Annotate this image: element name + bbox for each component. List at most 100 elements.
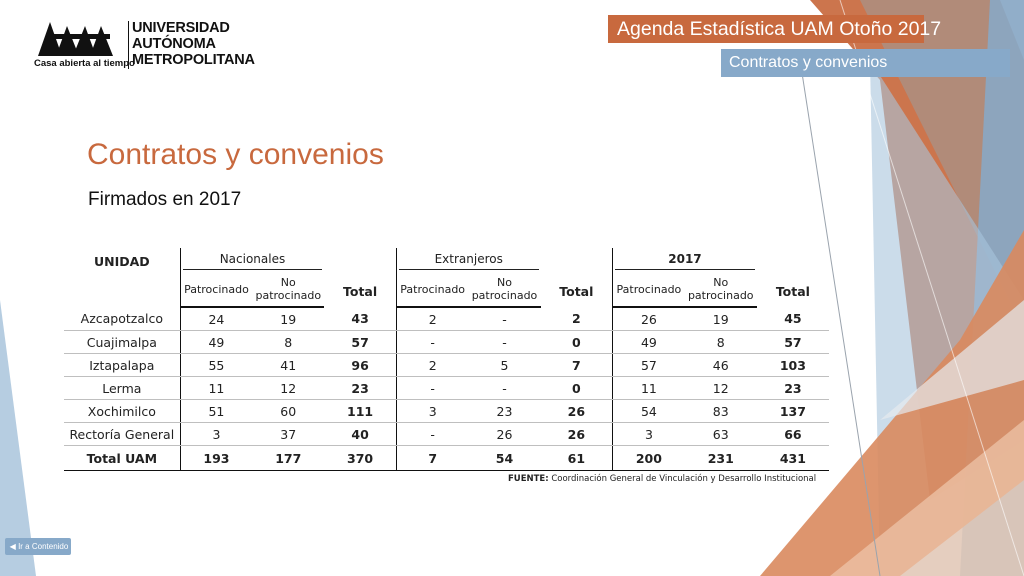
cell-ext-no-patrocinado: 23 (468, 399, 541, 423)
triangle-left-icon: ◀ (9, 542, 16, 551)
cell-ext-patrocinado: - (396, 330, 469, 354)
cell-nac-no-patrocinado: 19 (252, 307, 325, 331)
cell-unidad: Rectoría General (64, 422, 181, 446)
cell-ext-no-patrocinado: 5 (468, 353, 541, 377)
header-no-patrocinado-line-1: No (280, 276, 296, 289)
cell-unidad: Azcapotzalco (64, 307, 181, 331)
header-group-2017-label: 2017 (615, 252, 755, 270)
cell-unidad: Total UAM (64, 445, 181, 471)
header-patrocinado: Patrocinado (180, 272, 253, 308)
cell-2017-no-patrocinado: 231 (684, 445, 757, 471)
cell-ext-total: 7 (540, 353, 614, 377)
cell-nac-patrocinado: 24 (180, 307, 253, 331)
cell-ext-total: 0 (540, 376, 614, 400)
cell-ext-patrocinado: - (396, 422, 469, 446)
cell-unidad: Cuajimalpa (64, 330, 181, 354)
cell-nac-patrocinado: 51 (180, 399, 253, 423)
cell-nac-patrocinado: 55 (180, 353, 253, 377)
table-row: Xochimilco 51 60 111 3 23 26 54 83 137 (64, 399, 829, 423)
table-row: Lerma 11 12 23 - - 0 11 12 23 (64, 376, 829, 400)
cell-nac-total: 40 (324, 422, 397, 446)
cell-2017-no-patrocinado: 63 (684, 422, 757, 446)
university-name: UNIVERSIDAD AUTÓNOMA METROPOLITANA (132, 20, 255, 68)
section-banner: Contratos y convenios (721, 49, 1010, 77)
source-label: FUENTE: (508, 474, 549, 484)
cell-2017-total: 103 (756, 353, 829, 377)
cell-ext-no-patrocinado: - (468, 307, 541, 331)
cell-unidad: Iztapalapa (64, 353, 181, 377)
table-row: Iztapalapa 55 41 96 2 5 7 57 46 103 (64, 353, 829, 377)
cell-nac-total: 43 (324, 307, 397, 331)
university-name-line-3: METROPOLITANA (132, 52, 255, 68)
cell-2017-patrocinado: 49 (612, 330, 685, 354)
cell-ext-no-patrocinado: 54 (468, 445, 541, 471)
cell-2017-patrocinado: 3 (612, 422, 685, 446)
go-to-contents-button[interactable]: ◀ Ir a Contenido (5, 538, 71, 555)
cell-2017-no-patrocinado: 46 (684, 353, 757, 377)
cell-nac-total: 23 (324, 376, 397, 400)
cell-ext-total: 26 (540, 399, 614, 423)
cell-2017-total: 45 (756, 307, 829, 331)
source-note: FUENTE: Coordinación General de Vinculac… (508, 474, 816, 484)
header-no-patrocinado: No patrocinado (468, 272, 541, 308)
cell-ext-no-patrocinado: 26 (468, 422, 541, 446)
cell-2017-patrocinado: 11 (612, 376, 685, 400)
logo-tagline: Casa abierta al tiempo (34, 58, 135, 69)
cell-2017-patrocinado: 57 (612, 353, 685, 377)
source-text: Coordinación General de Vinculación y De… (551, 474, 817, 484)
header-no-patrocinado-line-1: No (497, 276, 512, 289)
header-total-nacionales: Total (324, 248, 397, 307)
cell-ext-patrocinado: 3 (396, 399, 469, 423)
cell-ext-patrocinado: 7 (396, 445, 469, 471)
cell-nac-total: 111 (324, 399, 397, 423)
cell-nac-no-patrocinado: 37 (252, 422, 325, 446)
cell-2017-patrocinado: 26 (612, 307, 685, 331)
university-name-line-1: UNIVERSIDAD (132, 20, 230, 36)
cell-2017-patrocinado: 54 (612, 399, 685, 423)
header-patrocinado: Patrocinado (396, 272, 469, 308)
header-no-patrocinado: No patrocinado (684, 272, 757, 308)
cell-ext-total: 0 (540, 330, 614, 354)
uam-logo-icon (38, 22, 113, 56)
header-no-patrocinado: No patrocinado (252, 272, 325, 308)
cell-2017-total: 57 (756, 330, 829, 354)
page-subtitle: Firmados en 2017 (88, 189, 242, 210)
university-name-line-2: AUTÓNOMA (132, 36, 216, 52)
cell-unidad: Xochimilco (64, 399, 181, 423)
header-group-extranjeros: Extranjeros (396, 248, 540, 272)
table-row: Rectoría General 3 37 40 - 26 26 3 63 66 (64, 422, 829, 446)
logo-divider (128, 21, 129, 69)
header-no-patrocinado-line-1: No (713, 276, 729, 289)
header-no-patrocinado-line-2: patrocinado (471, 289, 538, 302)
header-unidad: UNIDAD (64, 248, 181, 307)
cell-2017-total: 137 (756, 399, 829, 423)
cell-nac-no-patrocinado: 60 (252, 399, 325, 423)
contracts-table: UNIDAD Nacionales Total Extranjeros Tota… (64, 248, 829, 471)
cell-2017-total: 431 (756, 445, 829, 471)
table-total-row: Total UAM 193 177 370 7 54 61 200 231 43… (64, 445, 829, 471)
cell-ext-patrocinado: 2 (396, 307, 469, 331)
cell-nac-no-patrocinado: 8 (252, 330, 325, 354)
cell-ext-total: 61 (540, 445, 614, 471)
cell-unidad: Lerma (64, 376, 181, 400)
cell-nac-patrocinado: 3 (180, 422, 253, 446)
header-group-nacionales: Nacionales (180, 248, 324, 272)
header-group-2017: 2017 (613, 248, 757, 272)
cell-nac-no-patrocinado: 177 (252, 445, 325, 471)
header-no-patrocinado-line-2: patrocinado (687, 289, 754, 302)
cell-2017-patrocinado: 200 (612, 445, 685, 471)
header-group-extranjeros-label: Extranjeros (398, 252, 539, 270)
table-row: Azcapotzalco 24 19 43 2 - 2 26 19 45 (64, 307, 829, 331)
cell-2017-no-patrocinado: 19 (684, 307, 757, 331)
cell-2017-no-patrocinado: 83 (684, 399, 757, 423)
page-title: Contratos y convenios (87, 138, 384, 171)
cell-2017-total: 66 (756, 422, 829, 446)
cell-2017-total: 23 (756, 376, 829, 400)
cell-nac-total: 96 (324, 353, 397, 377)
cell-ext-no-patrocinado: - (468, 376, 541, 400)
cell-ext-total: 2 (540, 307, 614, 331)
cell-nac-patrocinado: 193 (180, 445, 253, 471)
cell-nac-total: 57 (324, 330, 397, 354)
header-no-patrocinado-line-2: patrocinado (255, 289, 322, 302)
